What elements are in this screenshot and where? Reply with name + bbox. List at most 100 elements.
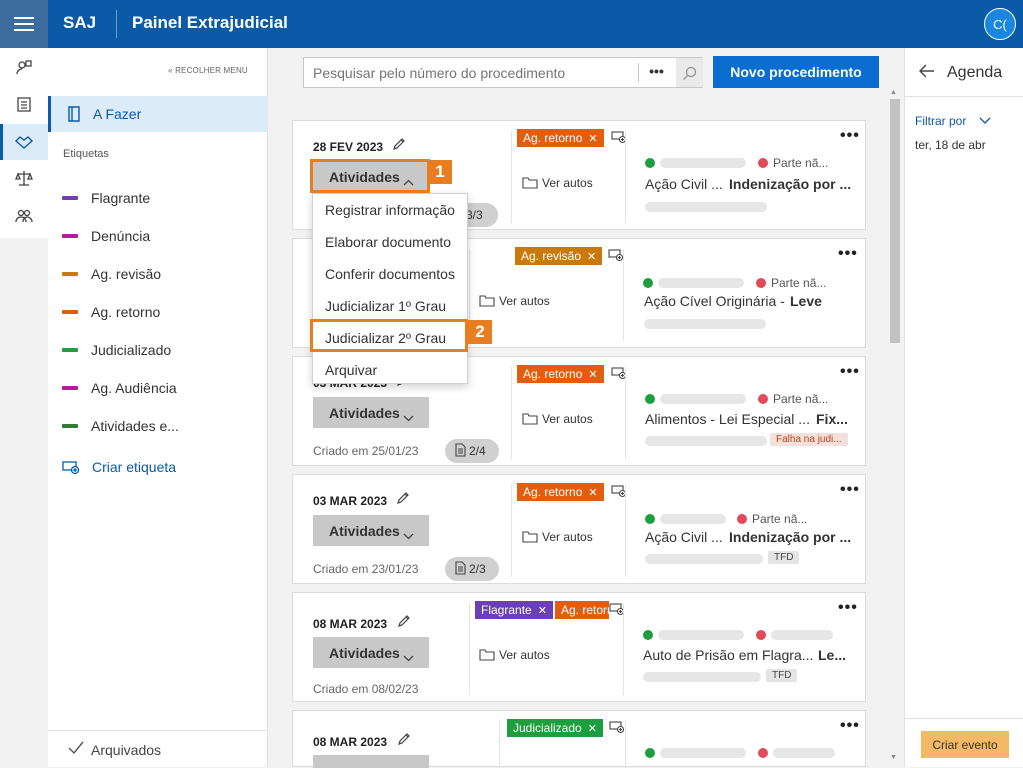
more-options-button[interactable]: ••• — [840, 717, 860, 734]
activities-button[interactable]: Atividades — [313, 161, 429, 192]
tag-add-icon[interactable] — [611, 484, 627, 503]
sidebar-tag-ag-audiencia[interactable]: Ag. Audiência — [62, 378, 252, 398]
agenda-date: ter, 18 de abr — [915, 138, 986, 152]
close-icon[interactable]: ✕ — [587, 251, 597, 263]
menu-item-registrar-informacao[interactable]: Registrar informação — [325, 202, 455, 218]
sidebar-tag-judicializado[interactable]: Judicializado — [62, 340, 252, 360]
scrollbar-thumb[interactable] — [890, 99, 900, 343]
tag-add-icon[interactable] — [611, 366, 627, 385]
sidebar-tag-flagrante[interactable]: Flagrante — [62, 188, 252, 208]
sidebar-tag-atividades[interactable]: Atividades e... — [62, 416, 252, 436]
sidebar-tag-ag-revisao[interactable]: Ag. revisão — [62, 264, 252, 284]
main-scrollbar[interactable]: ▲ ▼ — [887, 89, 904, 767]
activities-button[interactable] — [313, 755, 429, 768]
tag-ag-retorno[interactable]: Ag. retorno ✕ — [517, 365, 604, 383]
pencil-icon[interactable] — [396, 491, 410, 510]
close-icon[interactable]: ✕ — [588, 369, 598, 381]
activities-button[interactable]: Atividades — [313, 397, 429, 428]
tag-ag-retorno[interactable]: Ag. retorno ✕ — [517, 483, 604, 501]
tag-ag-retorno[interactable]: Ag. retorno ✕ — [517, 129, 604, 147]
tag-label: Flagrante — [91, 190, 151, 206]
rail-people-icon[interactable] — [0, 198, 48, 234]
scroll-up-icon[interactable]: ▲ — [890, 89, 897, 96]
create-event-button[interactable]: Criar evento — [921, 731, 1009, 758]
tag-flagrante[interactable]: Flagrante ✕ — [475, 601, 553, 619]
menu-item-conferir-documentos[interactable]: Conferir documentos — [325, 266, 455, 282]
documents-count: 3/3 — [466, 208, 483, 222]
menu-item-judicializar-1-grau[interactable]: Judicializar 1º Grau — [325, 298, 447, 314]
header-divider — [116, 10, 117, 38]
view-records-link[interactable]: Ver autos — [522, 530, 593, 546]
procedure-card[interactable]: 08 MAR 2023 Judicializado ✕ ••• — [292, 710, 866, 768]
tag-add-icon[interactable] — [611, 130, 627, 149]
more-options-button[interactable]: ••• — [840, 481, 860, 498]
more-options-button[interactable]: ••• — [840, 363, 860, 380]
rail-person-icon[interactable] — [0, 50, 48, 86]
rail-scale-icon[interactable] — [0, 160, 48, 196]
passive-party-icon — [756, 630, 766, 640]
activities-label: Atividades — [329, 168, 400, 185]
documents-count-badge[interactable]: 2/4 — [445, 439, 499, 463]
redacted-procedure-number — [643, 672, 761, 682]
menu-item-arquivar[interactable]: Arquivar — [325, 362, 378, 378]
activities-button[interactable]: Atividades — [313, 515, 429, 546]
user-avatar[interactable]: C( — [984, 8, 1016, 40]
archived-label: Arquivados — [91, 742, 162, 758]
collapse-menu-button[interactable]: « RECOLHER MENU — [168, 66, 248, 75]
close-icon[interactable]: ✕ — [588, 133, 598, 145]
sidebar-tag-denuncia[interactable]: Denúncia — [62, 226, 252, 246]
tag-color-bar — [62, 348, 78, 352]
check-icon — [68, 741, 84, 760]
rail-handshake-icon[interactable] — [0, 124, 48, 160]
passive-party-name: Parte nã... — [773, 156, 829, 170]
pencil-icon[interactable] — [392, 137, 406, 156]
active-party-icon — [645, 748, 655, 758]
card-divider — [511, 485, 512, 577]
search-options-button[interactable]: ••• — [638, 63, 674, 82]
search-input[interactable] — [304, 58, 638, 87]
etiquetas-heading: Etiquetas — [63, 148, 109, 160]
rail-clipboard-icon[interactable] — [0, 86, 48, 122]
tag-ag-retorno[interactable]: Ag. retorno — [555, 601, 609, 619]
pencil-icon[interactable] — [397, 732, 411, 751]
view-records-link[interactable]: Ver autos — [522, 412, 593, 428]
more-options-button[interactable]: ••• — [838, 245, 858, 262]
more-options-button[interactable]: ••• — [840, 127, 860, 144]
procedure-card[interactable]: 08 MAR 2023 Atividades Criado em 08/02/2… — [292, 592, 866, 702]
sidebar-item-label: A Fazer — [93, 106, 142, 122]
view-records-link[interactable]: Ver autos — [479, 294, 550, 310]
sidebar-tag-ag-retorno[interactable]: Ag. retorno — [62, 302, 252, 322]
close-icon[interactable]: ✕ — [588, 487, 598, 499]
tag-add-icon[interactable] — [609, 720, 625, 739]
close-icon[interactable]: ✕ — [587, 723, 597, 735]
card-divider — [469, 249, 470, 341]
tag-label: Judicializado — [513, 721, 582, 735]
documents-count-badge[interactable]: 2/3 — [445, 557, 499, 581]
hamburger-menu-button[interactable] — [0, 0, 48, 48]
new-procedure-button[interactable]: Novo procedimento — [713, 56, 879, 88]
activities-label: Atividades — [329, 404, 400, 421]
card-divider — [625, 367, 626, 459]
scroll-down-icon[interactable]: ▼ — [890, 754, 897, 761]
archived-link[interactable]: Arquivados — [48, 730, 268, 767]
sidebar-item-a-fazer[interactable]: A Fazer — [48, 96, 268, 132]
procedure-card[interactable]: 03 MAR 2023 Atividades Criado em 23/01/2… — [292, 474, 866, 584]
menu-item-elaborar-documento[interactable]: Elaborar documento — [325, 234, 452, 250]
close-icon[interactable]: ✕ — [537, 605, 547, 617]
back-arrow-icon[interactable] — [919, 64, 935, 83]
tag-ag-revisao[interactable]: Ag. revisão ✕ — [515, 247, 603, 265]
tag-add-icon[interactable] — [608, 248, 624, 267]
agenda-divider — [905, 718, 1023, 719]
pencil-icon[interactable] — [397, 614, 411, 633]
filter-dropdown[interactable]: Filtrar por — [915, 114, 991, 128]
tag-judicializado[interactable]: Judicializado ✕ — [507, 719, 603, 737]
brand-logo[interactable]: SAJ — [63, 13, 97, 32]
create-tag-link[interactable]: Criar etiqueta — [62, 459, 176, 478]
search-button[interactable] — [676, 58, 703, 87]
view-records-link[interactable]: Ver autos — [522, 176, 593, 192]
menu-item-judicializar-2-grau[interactable]: Judicializar 2º Grau — [325, 330, 447, 346]
view-records-link[interactable]: Ver autos — [479, 648, 550, 664]
agenda-panel: Agenda Filtrar por ter, 18 de abr Criar … — [904, 48, 1023, 767]
more-options-button[interactable]: ••• — [838, 599, 858, 616]
activities-button[interactable]: Atividades — [313, 637, 429, 668]
